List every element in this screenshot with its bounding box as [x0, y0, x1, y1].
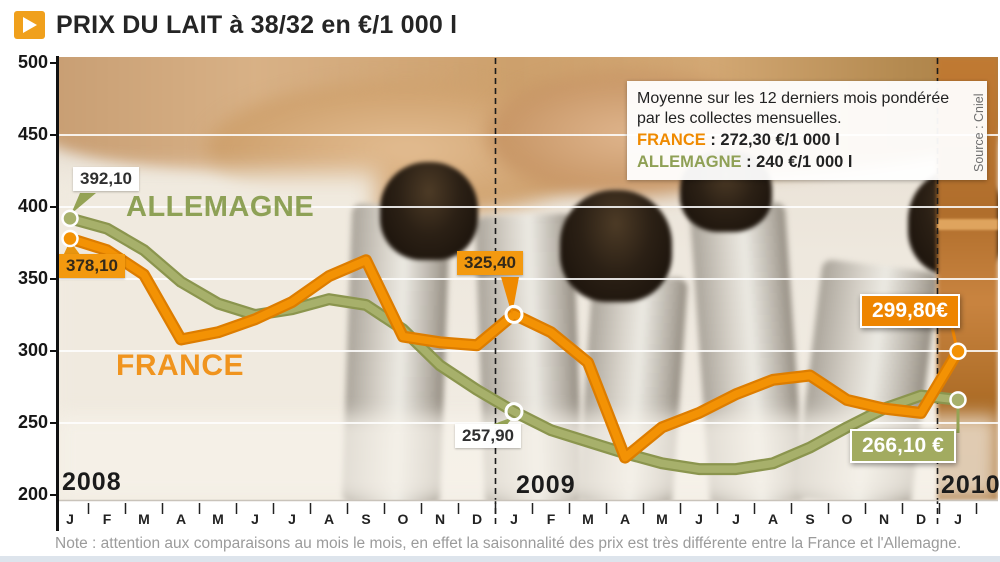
x-tick-label: S: [361, 511, 371, 527]
bottom-divider: [0, 556, 1000, 562]
year-label-2009: 2009: [516, 471, 576, 499]
x-tick-label: A: [619, 511, 631, 527]
legend-france-row: FRANCE : 272,30 €/1 000 l: [637, 130, 977, 150]
value-callout-allemagne-end: 266,10 €: [850, 429, 956, 463]
x-tick-label: A: [175, 511, 187, 527]
x-tick-label: M: [656, 511, 668, 527]
value-callout-allemagne-start: 392,10: [73, 167, 139, 191]
x-tick-label: J: [251, 511, 259, 527]
x-tick-label: S: [805, 511, 815, 527]
y-tick-label-500: 500: [17, 52, 48, 72]
legend-allemagne-row: ALLEMAGNE : 240 €/1 000 l: [637, 152, 977, 172]
footnote: Note : attention aux comparaisons au moi…: [55, 535, 962, 552]
marker-france: [949, 342, 967, 361]
legend-line1: Moyenne sur les 12 derniers mois pondéré…: [637, 90, 950, 107]
y-tick-label-350: 350: [17, 268, 48, 288]
y-tick-label-300: 300: [17, 340, 48, 360]
legend-france-name: FRANCE: [637, 131, 706, 150]
year-label-2008: 2008: [62, 468, 122, 496]
x-tick-label: J: [510, 511, 518, 527]
header: PRIX DU LAIT à 38/32 en €/1 000 l: [14, 8, 457, 42]
y-tick-label-200: 200: [17, 484, 48, 504]
legend-france-value: : 272,30 €/1 000 l: [705, 131, 840, 150]
x-tick-label: A: [767, 511, 779, 527]
series-line-france: [66, 234, 962, 462]
value-callout-france-jan09: 325,40: [457, 251, 523, 275]
callout-pointer-france-start: [63, 241, 81, 256]
page-title: PRIX DU LAIT à 38/32 en €/1 000 l: [56, 10, 458, 39]
y-tick-label-400: 400: [17, 196, 48, 216]
callout-pointer-allemagne-start: [71, 193, 96, 214]
legend-allemagne-name: ALLEMAGNE: [637, 153, 742, 172]
rubber-liner-shape: [380, 162, 478, 260]
x-tick-label: J: [732, 511, 740, 527]
x-tick-label: O: [841, 511, 853, 527]
marker-france: [61, 229, 79, 248]
x-tick-label: M: [138, 511, 150, 527]
callout-pointer-allemagne-jan09: [488, 417, 513, 426]
x-tick-label: J: [954, 511, 962, 527]
series-label-allemagne: ALLEMAGNE: [126, 191, 315, 223]
value-callout-france-end: 299,80€: [860, 294, 960, 328]
callout-pointer-france-jan09: [501, 277, 519, 315]
x-tick-label: J: [695, 511, 703, 527]
x-tick-label: O: [397, 511, 409, 527]
legend-allemagne-value: : 240 €/1 000 l: [741, 153, 853, 172]
marker-allemagne: [61, 209, 79, 228]
legend-box: Moyenne sur les 12 derniers mois pondéré…: [627, 81, 987, 181]
source-credit: Source : Cniel: [972, 93, 986, 172]
x-tick-label: N: [434, 511, 446, 527]
x-tick-label: D: [915, 511, 927, 527]
year-label-2010: 2010: [941, 471, 1000, 499]
x-tick-label: A: [323, 511, 335, 527]
series-line-allemagne: [66, 214, 962, 473]
legend-line2: par les collectes mensuelles.: [637, 109, 842, 127]
x-tick-label: F: [102, 511, 112, 527]
marker-open-france: [504, 304, 524, 324]
x-tick-label: M: [582, 511, 594, 527]
x-tick-label: D: [471, 511, 483, 527]
wood-slat-shape: [937, 219, 998, 230]
series-label-france: FRANCE: [116, 349, 244, 382]
x-tick-label: J: [288, 511, 296, 527]
x-tick-label: N: [878, 511, 890, 527]
value-callout-france-start: 378,10: [59, 254, 125, 278]
x-tick-label: M: [212, 511, 224, 527]
play-triangle-icon: [14, 11, 45, 39]
marker-allemagne: [949, 391, 967, 409]
marker-open-allemagne: [504, 402, 524, 422]
y-tick-label-250: 250: [17, 412, 48, 432]
rubber-liner-shape: [560, 190, 672, 302]
x-tick-label: J: [66, 511, 74, 527]
y-tick-label-450: 450: [17, 124, 48, 144]
value-callout-allemagne-jan09: 257,90: [455, 424, 521, 448]
x-tick-label: F: [546, 511, 556, 527]
